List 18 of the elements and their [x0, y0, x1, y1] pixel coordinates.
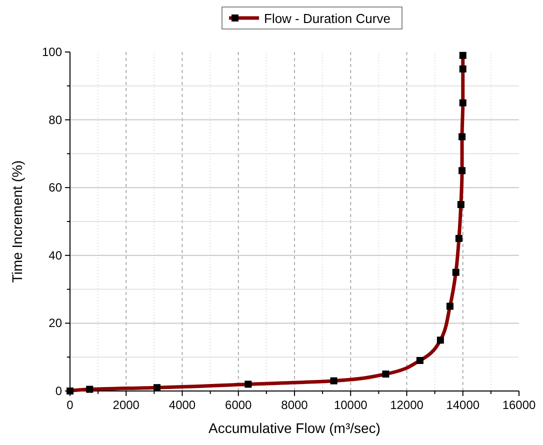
x-tick-label: 14000 [446, 398, 480, 412]
y-tick-label: 60 [48, 180, 62, 195]
y-tick-label: 80 [48, 112, 62, 127]
x-tick-label: 8000 [281, 398, 308, 412]
x-tick-label: 12000 [390, 398, 424, 412]
x-tick-label: 6000 [225, 398, 252, 412]
y-tick-label: 20 [48, 316, 62, 330]
y-tick-label: 0 [55, 384, 62, 398]
x-tick-label: 4000 [168, 398, 196, 412]
x-tick-label: 2000 [112, 398, 140, 412]
y-tick-label: 100 [42, 45, 62, 59]
x-axis-title: Accumulative Flow (m³/sec) [208, 420, 380, 436]
x-tick-label: 10000 [334, 398, 368, 412]
y-axis-title: Time Increment (%) [9, 160, 25, 283]
y-tick-label: 40 [48, 248, 62, 262]
x-tick-label: 16000 [502, 398, 536, 412]
legend-label: Flow - Duration Curve [264, 11, 390, 26]
x-tick-label: 0 [66, 398, 74, 412]
